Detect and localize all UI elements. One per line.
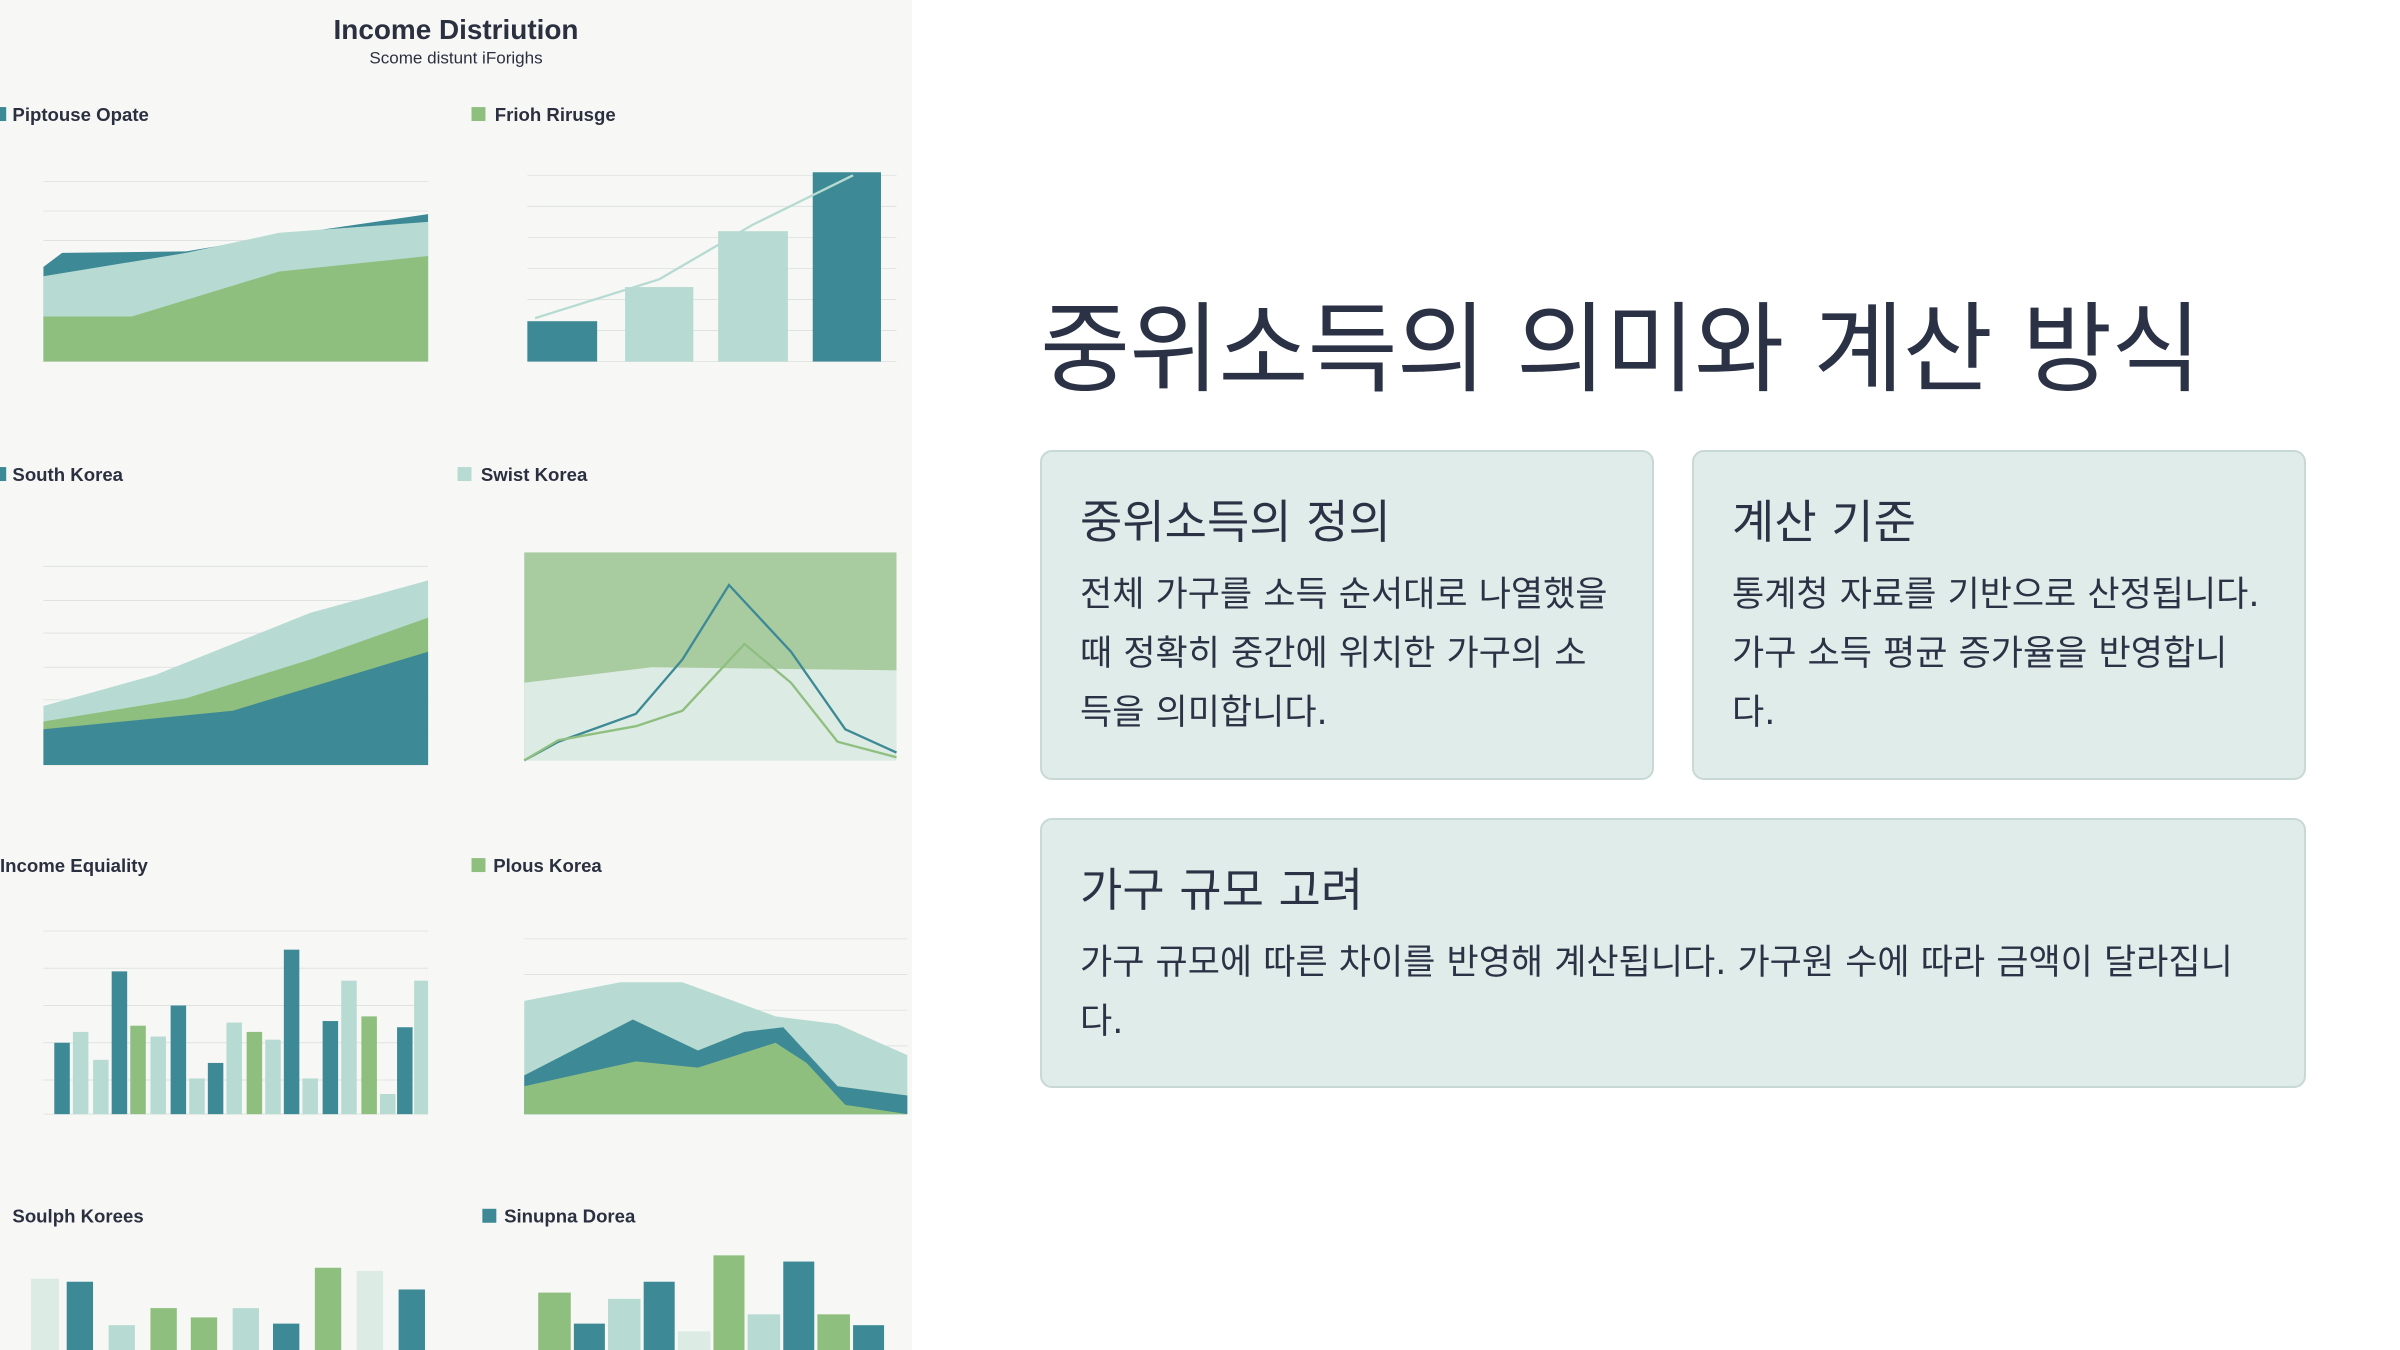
illustration-title: Income Distriution [334,14,579,45]
card: 계산 기준 통계청 자료를 기반으로 산정됩니다. 가구 소득 평균 증가율을 … [1692,450,2306,780]
panel-titles: Piptouse Opate Frioh Rirusge South Korea… [0,104,636,1227]
card-title: 계산 기준 [1732,495,1916,549]
panel-title: Frioh Rirusge [495,104,616,125]
slide-heading: 중위소득의 의미와 계산 방식 [1040,293,2201,407]
panel-title: Income Equiality [0,855,148,876]
panel-title: Soulph Korees [12,1206,143,1227]
panel-title: Sinupna Dorea [504,1206,636,1227]
illustration-subtitle: Scome distunt iForighs [369,49,542,68]
panel-title: Piptouse Opate [12,104,148,125]
panel-title: Swist Korea [481,464,588,485]
panel-title: Plous Korea [493,855,602,876]
card-title: 가구 규모 고려 [1080,863,1364,917]
card: 가구 규모 고려 가구 규모에 따른 차이를 반영해 계산됩니다. 가구원 수에… [1040,818,2306,1088]
card-body: 전체 가구를 소득 순서대로 나열했을 때 정확히 중간에 위치한 가구의 소득… [1080,575,1608,733]
card-body: 가구 규모에 따른 차이를 반영해 계산됩니다. 가구원 수에 따라 금액이 달… [1080,943,2233,1042]
panel-title: South Korea [12,464,123,485]
card: 중위소득의 정의 전체 가구를 소득 순서대로 나열했을 때 정확히 중간에 위… [1040,450,1654,780]
illustration: Income Distriution Scome distunt iForigh… [0,0,912,1350]
card-body: 통계청 자료를 기반으로 산정됩니다. 가구 소득 평균 증가율을 반영합니다. [1732,575,2260,733]
card-title: 중위소득의 정의 [1080,495,1391,549]
chart-shapes [31,172,908,1350]
